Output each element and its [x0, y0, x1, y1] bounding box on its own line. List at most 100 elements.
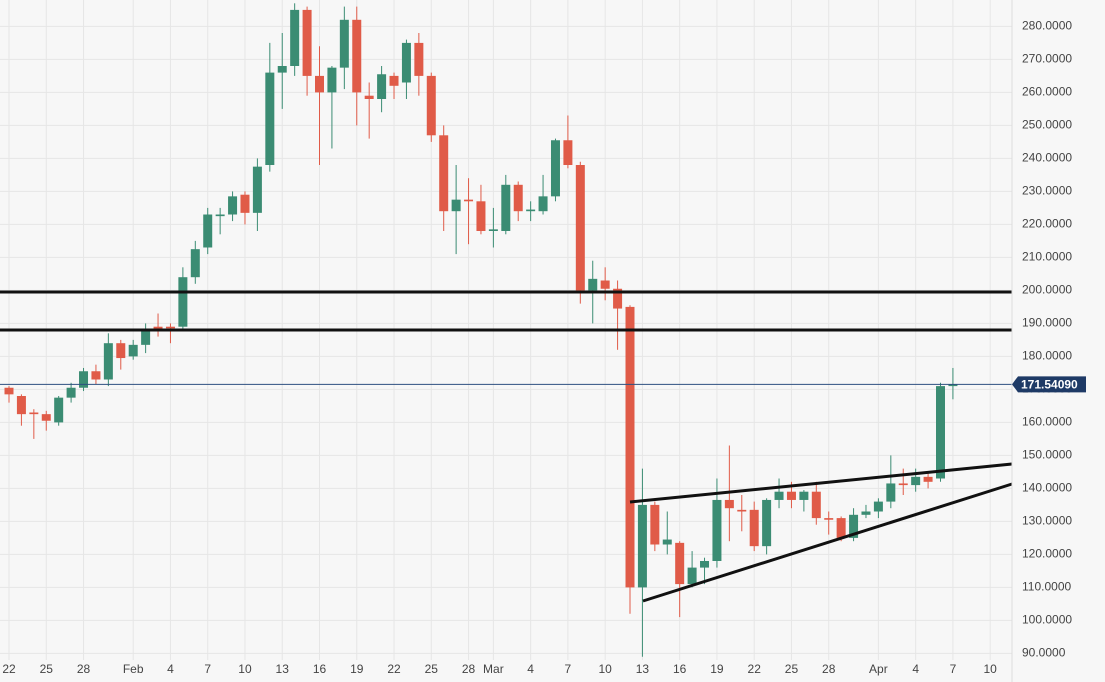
y-tick-label: 190.0000	[1022, 316, 1072, 330]
candle-body	[364, 95, 374, 99]
trend-line	[642, 482, 1013, 603]
candle-body	[41, 414, 51, 421]
candle-body	[439, 135, 449, 212]
x-tick-label: 7	[204, 662, 211, 676]
x-tick-label: Apr	[869, 662, 888, 676]
candle-body	[675, 542, 685, 585]
candle-body	[203, 214, 213, 248]
candle-body	[526, 209, 536, 212]
candle-body	[662, 539, 672, 545]
candle-body	[811, 491, 821, 519]
candle-body	[637, 504, 647, 588]
x-tick-label: 10	[984, 662, 998, 676]
x-tick-label: 16	[673, 662, 687, 676]
x-tick-label: 10	[598, 662, 612, 676]
candle-body	[165, 326, 175, 329]
candle-body	[588, 278, 598, 291]
candle-body	[724, 499, 734, 509]
candle-body	[153, 326, 163, 330]
y-tick-label: 110.0000	[1022, 580, 1071, 594]
y-tick-label: 210.0000	[1022, 250, 1072, 264]
y-tick-label: 130.0000	[1022, 514, 1072, 528]
x-tick-label: 16	[313, 662, 327, 676]
candle-body	[550, 140, 560, 197]
candle-body	[103, 343, 113, 380]
x-tick-label: 28	[462, 662, 476, 676]
y-tick-label: 140.0000	[1022, 481, 1072, 495]
candle-body	[215, 214, 225, 217]
x-tick-label: 25	[785, 662, 799, 676]
y-tick-label: 180.0000	[1022, 349, 1072, 363]
x-tick-label: 22	[387, 662, 401, 676]
candle-body	[737, 509, 747, 512]
candle-body	[476, 201, 486, 231]
y-tick-label: 90.0000	[1022, 646, 1066, 660]
candle-body	[66, 387, 76, 398]
candle-body	[836, 518, 846, 538]
y-tick-label: 120.0000	[1022, 547, 1072, 561]
axes: 90.0000 100.0000 110.0000 120.0000 130.0000 1…	[2, 19, 1086, 676]
candle-body	[302, 9, 312, 76]
candle-body	[128, 344, 138, 357]
x-tick-label: 7	[950, 662, 957, 676]
y-tick-label: 160.0000	[1022, 415, 1072, 429]
y-tick-label: 200.0000	[1022, 283, 1072, 297]
candle-body	[749, 509, 759, 547]
candle-body	[352, 19, 362, 93]
x-tick-label: 4	[912, 662, 919, 676]
y-tick-label: 240.0000	[1022, 151, 1072, 165]
y-tick-label: 150.0000	[1022, 448, 1072, 462]
candle-body	[327, 67, 337, 93]
y-tick-label: 230.0000	[1022, 184, 1072, 198]
candle-body	[29, 412, 39, 415]
candle-body	[538, 196, 548, 212]
candle-body	[613, 288, 623, 309]
candle-body	[401, 42, 411, 83]
candle-body	[488, 229, 498, 231]
candle-body	[377, 74, 387, 99]
candle-body	[339, 19, 349, 68]
candle-body	[873, 501, 883, 512]
candle-body	[426, 75, 436, 136]
drawings	[0, 290, 1013, 603]
candle-body	[91, 371, 101, 380]
x-tick-label: 28	[77, 662, 91, 676]
y-tick-label: 250.0000	[1022, 118, 1072, 132]
candle-body	[700, 561, 710, 568]
x-tick-label: 10	[238, 662, 252, 676]
y-tick-label: 270.0000	[1022, 52, 1072, 66]
candle-body	[948, 384, 958, 387]
candle-body	[389, 75, 399, 86]
trend-line	[629, 462, 1013, 504]
candle-body	[911, 476, 921, 486]
candle-body	[898, 483, 908, 486]
candle-body	[290, 9, 300, 66]
candle-body	[563, 140, 573, 165]
candle-body	[762, 499, 772, 547]
candle-body	[799, 491, 809, 500]
candle-body	[923, 476, 933, 482]
candle-body	[774, 491, 784, 500]
x-tick-label: 19	[350, 662, 364, 676]
candle-body	[464, 199, 474, 202]
x-tick-label: 4	[167, 662, 174, 676]
candle-body	[79, 371, 89, 388]
last-price-label: 171.54090	[1021, 377, 1078, 391]
candle-body	[252, 166, 262, 213]
candle-body	[315, 75, 324, 93]
candle-body	[600, 280, 610, 289]
y-tick-label: 220.0000	[1022, 217, 1072, 231]
candle-body	[501, 184, 511, 231]
candle-body	[886, 483, 896, 502]
candle-body	[650, 504, 660, 545]
candle-body	[625, 306, 635, 588]
x-tick-label: Feb	[123, 662, 144, 676]
last-price-marker	[1012, 376, 1086, 393]
y-tick-label: 100.0000	[1022, 613, 1072, 627]
x-tick-label: 28	[822, 662, 836, 676]
candle-body	[16, 396, 26, 415]
candle-body	[4, 387, 14, 395]
candle-body	[116, 343, 126, 359]
y-tick-label: 260.0000	[1022, 85, 1072, 99]
